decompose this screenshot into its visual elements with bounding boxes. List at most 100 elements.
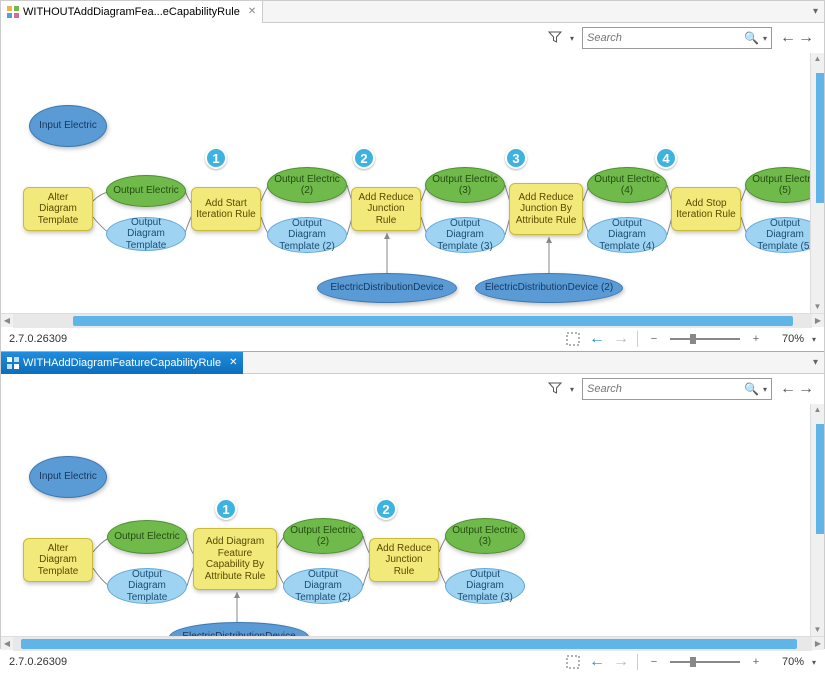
node-out-diag-3b[interactable]: Output Diagram Template (3): [445, 568, 525, 604]
nav-fwd-icon[interactable]: →: [798, 29, 814, 47]
tab-with[interactable]: WITHAddDiagramFeatureCapabilityRule ✕: [1, 352, 243, 374]
node-edd-2[interactable]: ElectricDistributionDevice (2): [475, 273, 623, 303]
node-out-elec-1b[interactable]: Output Electric: [107, 520, 187, 554]
history-fwd-icon[interactable]: →: [613, 330, 629, 348]
node-add-diag-feat[interactable]: Add Diagram Feature Capability By Attrib…: [193, 528, 277, 590]
zoom-out-icon[interactable]: −: [646, 654, 662, 670]
node-out-diag-2b[interactable]: Output Diagram Template (2): [283, 568, 363, 604]
zoom-in-icon[interactable]: +: [748, 654, 764, 670]
node-alter-diagram[interactable]: Alter Diagram Template: [23, 187, 93, 231]
node-add-reduce-junc[interactable]: Add Reduce Junction Rule: [351, 187, 421, 231]
toolbar-1: ▾ 🔍 ▾ ← →: [1, 23, 824, 53]
close-icon[interactable]: ✕: [248, 6, 256, 17]
separator: [637, 654, 638, 670]
zoom-slider[interactable]: [670, 338, 740, 340]
search-dropdown-icon[interactable]: ▾: [763, 34, 767, 43]
node-edd-1[interactable]: ElectricDistributionDevice: [317, 273, 457, 303]
tabbar-1: WITHOUTAddDiagramFea...eCapabilityRule ✕…: [1, 1, 824, 23]
pane-menu-icon[interactable]: ▾: [813, 357, 818, 368]
history-back-icon[interactable]: ←: [589, 653, 605, 671]
scroll-up-icon[interactable]: ▲: [811, 53, 824, 65]
step-badge-2: 2: [353, 147, 375, 169]
nav-fwd-icon[interactable]: →: [798, 380, 814, 398]
search-input[interactable]: [587, 32, 744, 44]
vscroll-thumb[interactable]: [816, 73, 824, 203]
node-out-diag-3[interactable]: Output Diagram Template (3): [425, 217, 505, 253]
pane-with-rule: WITHAddDiagramFeatureCapabilityRule ✕ ▾ …: [1, 352, 824, 674]
search-box[interactable]: 🔍 ▾: [582, 27, 772, 49]
search-icon[interactable]: 🔍: [744, 31, 759, 45]
history-fwd-icon[interactable]: →: [613, 653, 629, 671]
node-out-elec-1[interactable]: Output Electric: [106, 175, 186, 207]
node-input-electric[interactable]: Input Electric: [29, 105, 107, 147]
version-label: 2.7.0.26309: [9, 333, 557, 345]
fit-icon[interactable]: [565, 331, 581, 347]
search-box[interactable]: 🔍 ▾: [582, 378, 772, 400]
node-out-elec-2[interactable]: Output Electric (2): [267, 167, 347, 203]
step-badge-2: 2: [375, 498, 397, 520]
scroll-down-icon[interactable]: ▼: [811, 301, 824, 313]
filter-dropdown-icon[interactable]: ▾: [570, 34, 574, 43]
nav-back-icon[interactable]: ←: [780, 29, 796, 47]
hscrollbar-2[interactable]: ◀ ▶: [1, 636, 824, 650]
pane-menu-icon[interactable]: ▾: [813, 6, 818, 17]
canvas-wrap-1: Input Electric Alter Diagram Template Outp…: [1, 53, 824, 313]
zoom-in-icon[interactable]: +: [748, 331, 764, 347]
hscroll-thumb[interactable]: [73, 316, 793, 326]
zoom-value: 70%: [772, 656, 804, 668]
scroll-down-icon[interactable]: ▼: [811, 624, 824, 636]
node-out-diag-1[interactable]: Output Diagram Template: [106, 217, 186, 251]
step-badge-4: 4: [655, 147, 677, 169]
fit-icon[interactable]: [565, 654, 581, 670]
filter-icon[interactable]: [548, 381, 562, 398]
node-add-reduce-junc-b[interactable]: Add Reduce Junction Rule: [369, 538, 439, 582]
node-add-start[interactable]: Add Start Iteration Rule: [191, 187, 261, 231]
zoom-slider-thumb[interactable]: [690, 334, 696, 344]
node-add-reduce-attr[interactable]: Add Reduce Junction By Attribute Rule: [509, 183, 583, 235]
filter-dropdown-icon[interactable]: ▾: [570, 385, 574, 394]
zoom-dropdown-icon[interactable]: ▾: [812, 335, 816, 344]
diagram-canvas-2[interactable]: Input Electric Alter Diagram Template Outp…: [1, 404, 810, 636]
model-icon: [7, 6, 19, 18]
history-back-icon[interactable]: ←: [589, 330, 605, 348]
hscrollbar-1[interactable]: ◀ ▶: [1, 313, 824, 327]
search-dropdown-icon[interactable]: ▾: [763, 385, 767, 394]
statusbar-1: 2.7.0.26309 ← → − + 70% ▾: [1, 327, 824, 351]
diagram-canvas-1[interactable]: Input Electric Alter Diagram Template Outp…: [1, 53, 810, 313]
node-out-diag-2[interactable]: Output Diagram Template (2): [267, 217, 347, 253]
vscrollbar-2[interactable]: ▲ ▼: [810, 404, 824, 636]
node-out-diag-1b[interactable]: Output Diagram Template: [107, 568, 187, 604]
scroll-left-icon[interactable]: ◀: [1, 639, 13, 648]
close-icon[interactable]: ✕: [229, 357, 237, 368]
node-add-stop[interactable]: Add Stop Iteration Rule: [671, 187, 741, 231]
separator: [637, 331, 638, 347]
search-input[interactable]: [587, 383, 744, 395]
tab-without[interactable]: WITHOUTAddDiagramFea...eCapabilityRule ✕: [1, 1, 263, 23]
scroll-right-icon[interactable]: ▶: [812, 639, 824, 648]
hscroll-track[interactable]: [13, 637, 812, 651]
filter-icon[interactable]: [548, 30, 562, 47]
zoom-slider[interactable]: [670, 661, 740, 663]
node-alter-diagram-b[interactable]: Alter Diagram Template: [23, 538, 93, 582]
node-out-elec-3b[interactable]: Output Electric (3): [445, 518, 525, 554]
search-icon[interactable]: 🔍: [744, 382, 759, 396]
zoom-dropdown-icon[interactable]: ▾: [812, 658, 816, 667]
zoom-slider-thumb[interactable]: [690, 657, 696, 667]
node-out-elec-2b[interactable]: Output Electric (2): [283, 518, 363, 554]
node-out-diag-4[interactable]: Output Diagram Template (4): [587, 217, 667, 253]
model-icon: [7, 357, 19, 369]
node-out-elec-3[interactable]: Output Electric (3): [425, 167, 505, 203]
zoom-out-icon[interactable]: −: [646, 331, 662, 347]
node-edd-1b[interactable]: ElectricDistributionDevice: [169, 622, 309, 636]
scroll-left-icon[interactable]: ◀: [1, 316, 13, 325]
node-out-elec-4[interactable]: Output Electric (4): [587, 167, 667, 203]
nav-back-icon[interactable]: ←: [780, 380, 796, 398]
vscrollbar-1[interactable]: ▲ ▼: [810, 53, 824, 313]
tabbar-2: WITHAddDiagramFeatureCapabilityRule ✕ ▾: [1, 352, 824, 374]
hscroll-thumb[interactable]: [21, 639, 797, 649]
scroll-right-icon[interactable]: ▶: [812, 316, 824, 325]
node-input-electric-b[interactable]: Input Electric: [29, 456, 107, 498]
scroll-up-icon[interactable]: ▲: [811, 404, 824, 416]
vscroll-thumb[interactable]: [816, 424, 824, 534]
hscroll-track[interactable]: [13, 314, 812, 328]
